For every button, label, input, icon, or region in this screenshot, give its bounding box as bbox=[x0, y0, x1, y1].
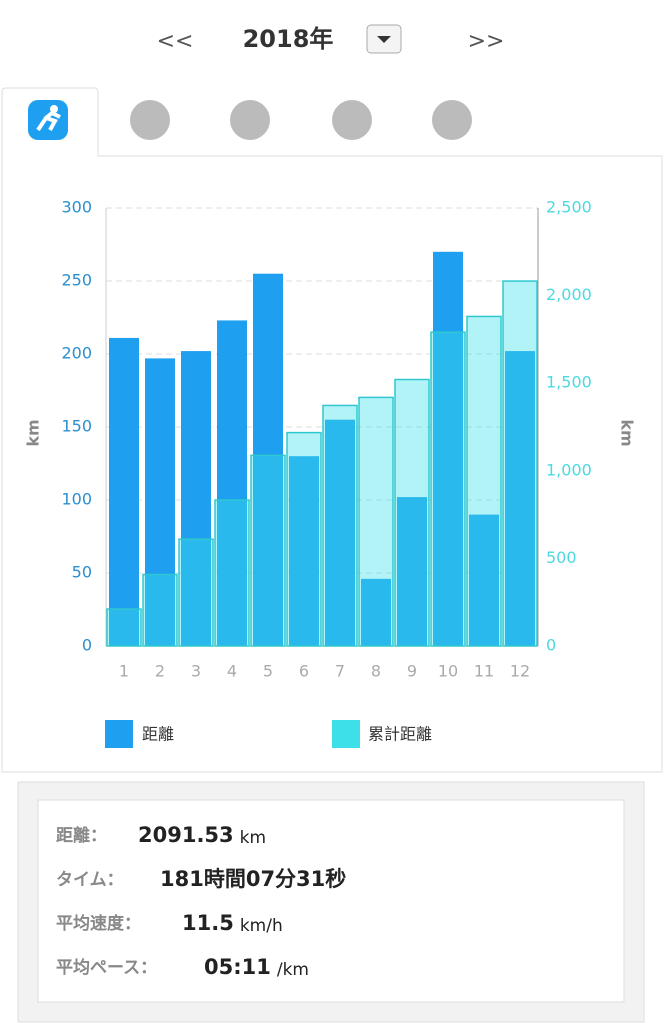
y-tick-label: 300 bbox=[61, 198, 92, 217]
summary-label: 平均ペース： bbox=[56, 957, 157, 978]
year-label: 2018年 bbox=[243, 25, 334, 53]
y2-tick-label: 1,500 bbox=[546, 373, 592, 392]
tab-walk[interactable] bbox=[130, 100, 170, 140]
summary-label: 距離： bbox=[56, 825, 107, 846]
cumulative-bar bbox=[358, 396, 394, 647]
cumulative-bar bbox=[322, 404, 358, 647]
x-tick-label: 1 bbox=[119, 662, 129, 681]
bar bbox=[397, 497, 427, 646]
bar bbox=[433, 251, 463, 647]
y-axis-label: km bbox=[24, 419, 43, 446]
cumulative-bar bbox=[250, 454, 286, 647]
tab-run[interactable] bbox=[28, 100, 68, 140]
tab-swim[interactable] bbox=[230, 100, 270, 140]
x-tick-label: 9 bbox=[407, 662, 417, 681]
y2-tick-label: 1,000 bbox=[546, 460, 592, 479]
cumulative-bar bbox=[286, 431, 322, 647]
next-button[interactable]: >> bbox=[468, 29, 505, 54]
x-tick-label: 10 bbox=[438, 662, 458, 681]
cumulative-bar bbox=[178, 538, 214, 647]
cumulative-bar bbox=[466, 315, 502, 647]
legend-swatch bbox=[105, 720, 133, 748]
bar bbox=[109, 337, 139, 646]
summary-label: タイム： bbox=[56, 870, 124, 890]
y-tick-label: 150 bbox=[61, 417, 92, 436]
y2-tick-label: 2,500 bbox=[546, 198, 592, 217]
summary-unit: km/h bbox=[240, 916, 283, 936]
summary-unit: km bbox=[240, 828, 266, 848]
legend-label: 距離 bbox=[142, 725, 174, 744]
bar bbox=[289, 456, 319, 646]
x-tick-label: 3 bbox=[191, 662, 201, 681]
cumulative-bar bbox=[394, 378, 430, 647]
x-tick-label: 2 bbox=[155, 662, 165, 681]
cumulative-bar bbox=[142, 573, 178, 647]
summary-label: 平均速度： bbox=[56, 913, 141, 934]
summary-value: 11.5 bbox=[182, 911, 234, 935]
prev-button[interactable]: << bbox=[157, 29, 194, 54]
summary-value: 181時間07分31秒 bbox=[160, 867, 346, 891]
x-tick-label: 8 bbox=[371, 662, 381, 681]
cumulative-bar bbox=[214, 499, 250, 647]
tab-bike[interactable] bbox=[332, 100, 372, 140]
y-tick-label: 0 bbox=[82, 636, 92, 655]
tab-icons bbox=[130, 100, 472, 140]
bar bbox=[181, 351, 211, 646]
y-tick-label: 200 bbox=[61, 344, 92, 363]
legend-swatch bbox=[332, 720, 360, 748]
bar bbox=[361, 578, 391, 646]
cumulative-bar bbox=[430, 331, 466, 647]
bar bbox=[145, 358, 175, 646]
bar bbox=[469, 514, 499, 646]
y2-tick-label: 0 bbox=[546, 636, 556, 655]
bar bbox=[505, 351, 535, 646]
summary-inner bbox=[37, 799, 625, 1003]
legend-label: 累計距離 bbox=[368, 725, 432, 744]
y-tick-label: 250 bbox=[61, 271, 92, 290]
y-tick-label: 100 bbox=[61, 490, 92, 509]
summary-value: 05:11 bbox=[204, 955, 271, 979]
x-tick-label: 6 bbox=[299, 662, 309, 681]
dropdown-arrow bbox=[377, 36, 391, 43]
y2-tick-label: 2,000 bbox=[546, 285, 592, 304]
y-tick-label: 50 bbox=[72, 563, 92, 582]
x-tick-label: 11 bbox=[474, 662, 494, 681]
cumulative-bar bbox=[106, 608, 142, 647]
y2-axis-label: km bbox=[618, 419, 637, 446]
summary-value: 2091.53 bbox=[138, 823, 234, 847]
summary-unit: /km bbox=[277, 960, 309, 980]
y2-tick-label: 500 bbox=[546, 548, 577, 567]
x-tick-label: 12 bbox=[510, 662, 530, 681]
cumulative-bar bbox=[502, 280, 538, 647]
x-tick-label: 4 bbox=[227, 662, 237, 681]
bar bbox=[253, 273, 283, 646]
bar bbox=[325, 419, 355, 646]
icon-part bbox=[36, 110, 61, 132]
x-tick-label: 7 bbox=[335, 662, 345, 681]
tab-other[interactable] bbox=[432, 100, 472, 140]
bar bbox=[217, 320, 247, 646]
x-tick-label: 5 bbox=[263, 662, 273, 681]
